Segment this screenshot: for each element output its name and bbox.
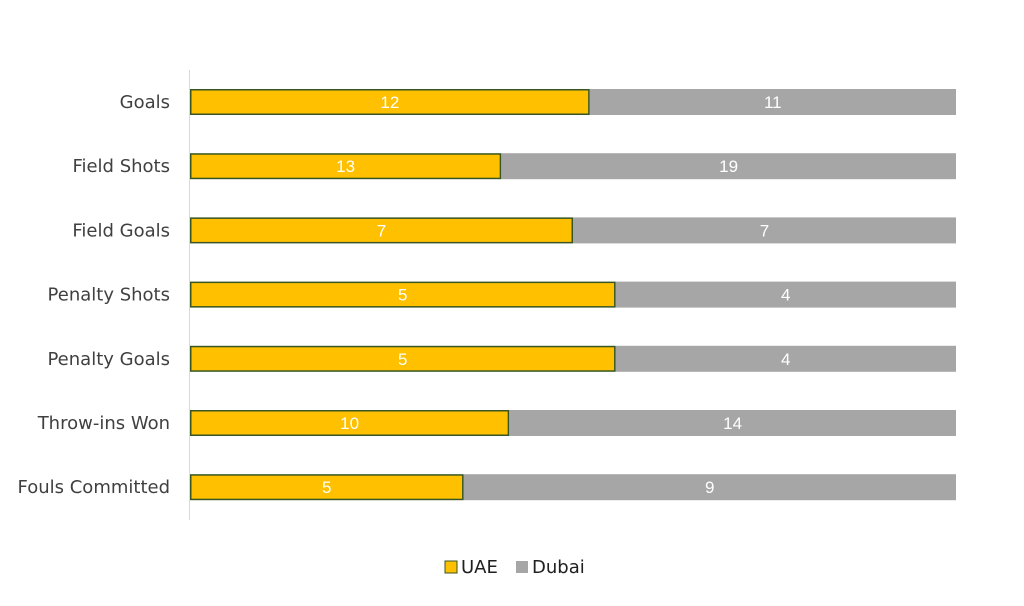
data-label-dubai: 4 [781,286,790,305]
data-label-uae: 12 [380,93,399,112]
bar-uae [190,410,510,436]
data-label-dubai: 7 [760,221,769,240]
category-label: Fouls Committed [18,477,171,498]
legend-swatch-dubai [516,561,528,573]
category-label: Penalty Shots [48,285,170,306]
bar-dubai [589,89,956,115]
bar-dubai [615,281,956,308]
bar-uae [190,345,616,372]
bar-uae [190,474,464,501]
data-label-uae: 5 [398,286,407,305]
plot-area: Goals 12 11 Field Shots 13 19 Field Goals 7 7 Pen… [18,89,956,501]
data-label-dubai: 11 [764,93,782,112]
data-label-uae: 5 [322,478,331,497]
data-label-dubai: 9 [705,478,714,497]
bar-uae [190,89,590,115]
data-label-uae: 7 [377,221,386,240]
data-label-uae: 13 [336,157,355,176]
data-label-uae: 5 [398,350,407,369]
bar-dubai [615,345,956,372]
bar-dubai [509,410,956,436]
bar-dubai [463,474,956,501]
data-label-uae: 10 [340,414,359,433]
data-label-dubai: 19 [719,157,738,176]
legend-label-uae: UAE [461,557,498,578]
category-label: Throw-ins Won [37,413,170,434]
bar-uae [190,217,573,244]
category-label: Field Goals [72,220,170,241]
legend: UAE Dubai [444,557,585,578]
data-label-dubai: 14 [723,414,742,433]
legend-swatch-uae [444,560,458,574]
bar-uae [190,281,616,308]
legend-label-dubai: Dubai [532,557,585,578]
category-label: Field Shots [72,156,170,177]
bar-uae [190,153,502,180]
category-label: Goals [120,92,170,113]
category-label: Penalty Goals [47,349,170,370]
bar-dubai [501,153,956,180]
bar-dubai [573,217,956,244]
data-label-dubai: 4 [781,350,790,369]
